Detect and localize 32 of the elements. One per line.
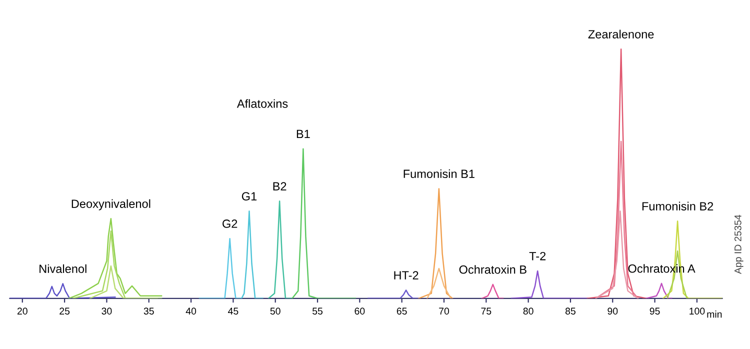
- annotation: B1: [296, 130, 310, 138]
- annotation: HT-2: [394, 271, 418, 280]
- x-tick-label: 80: [523, 308, 534, 315]
- x-tick-label: 40: [186, 308, 196, 315]
- annotation: Ochratoxin B: [459, 265, 526, 274]
- annotation: G2: [222, 220, 238, 228]
- x-tick-label: 20: [17, 308, 28, 315]
- x-tick-label: 65: [396, 308, 407, 315]
- x-tick-label: 30: [102, 308, 112, 315]
- x-tick-label: 90: [608, 308, 618, 315]
- x-tick-label: 25: [60, 308, 70, 315]
- annotation: Deoxynivalenol: [72, 199, 150, 210]
- text: App ID 25354: [734, 214, 744, 274]
- annotation: G1: [242, 192, 257, 200]
- x-tick-label: 45: [228, 308, 238, 315]
- annotation: Fumonisin B2: [642, 202, 714, 210]
- annotation: Fumonisin B1: [404, 169, 474, 178]
- x-tick-label: 95: [650, 308, 660, 315]
- x-tick-label: 75: [481, 308, 492, 315]
- x-tick-label: 55: [312, 308, 323, 315]
- annotation: B2: [273, 182, 286, 190]
- x-axis-title: min: [707, 310, 722, 318]
- x-tick-label: 35: [144, 308, 154, 315]
- x-tick-label: 60: [354, 308, 365, 315]
- annotation: Zearalenone: [588, 30, 654, 38]
- x-tick-label: 50: [270, 308, 280, 315]
- annotation: T-2: [529, 252, 546, 260]
- x-tick-label: 70: [439, 308, 450, 315]
- annotation: Nivalenol: [40, 264, 86, 274]
- x-tick-label: 85: [565, 308, 576, 315]
- annotation: Aflatoxins: [236, 99, 288, 108]
- x-tick-label: 100: [690, 308, 705, 315]
